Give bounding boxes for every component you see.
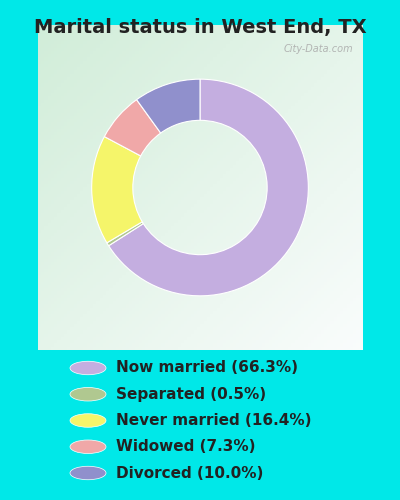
Circle shape xyxy=(70,414,106,427)
Circle shape xyxy=(70,440,106,454)
Wedge shape xyxy=(107,222,143,246)
Text: Marital status in West End, TX: Marital status in West End, TX xyxy=(34,18,366,36)
Text: Widowed (7.3%): Widowed (7.3%) xyxy=(116,439,256,454)
Wedge shape xyxy=(136,79,200,133)
Wedge shape xyxy=(92,136,142,243)
Text: Separated (0.5%): Separated (0.5%) xyxy=(116,387,266,402)
Circle shape xyxy=(70,388,106,401)
Text: Now married (66.3%): Now married (66.3%) xyxy=(116,360,298,376)
Wedge shape xyxy=(104,100,161,156)
Wedge shape xyxy=(109,79,308,296)
Circle shape xyxy=(70,466,106,480)
Text: Divorced (10.0%): Divorced (10.0%) xyxy=(116,466,263,480)
Circle shape xyxy=(70,361,106,375)
Text: Never married (16.4%): Never married (16.4%) xyxy=(116,413,312,428)
Text: City-Data.com: City-Data.com xyxy=(283,44,353,54)
